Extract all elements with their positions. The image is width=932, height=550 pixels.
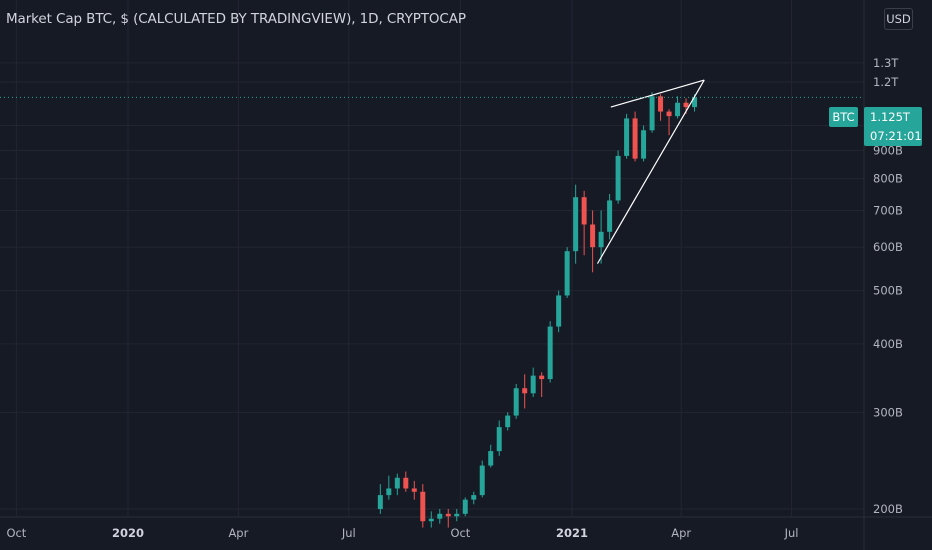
candle-body (530, 375, 536, 394)
x-tick-label: Apr (671, 526, 691, 540)
candle-body (437, 513, 443, 519)
candle-body (471, 495, 477, 500)
candle-body (658, 96, 664, 112)
candle-body (624, 118, 630, 156)
candle-body (649, 96, 655, 131)
bar-countdown: 07:21:01 (870, 129, 922, 143)
candle-body (488, 451, 494, 466)
candle-body (479, 465, 485, 496)
y-tick-label: 600B (873, 240, 903, 254)
candle-body (454, 513, 460, 517)
x-tick-label: 2021 (556, 526, 588, 540)
candle-body (394, 477, 400, 489)
wedge-lower-trendline (596, 79, 705, 264)
candle-body (692, 97, 698, 108)
y-tick-label: 1.2T (873, 75, 899, 89)
x-tick-label: 2020 (112, 526, 144, 540)
candle-body (403, 477, 409, 489)
candle-body (598, 231, 604, 248)
candle-body (632, 118, 638, 159)
last-price-value: 1.125T (870, 110, 910, 124)
y-tick-label: 300B (873, 405, 903, 419)
candle-body (420, 491, 426, 522)
candle-body (564, 251, 570, 296)
candle-body (411, 488, 417, 492)
x-tick-label: Oct (6, 526, 26, 540)
candle-body (539, 375, 545, 380)
x-tick-label: Jul (341, 526, 356, 540)
candle-body (641, 130, 647, 159)
candle-body (581, 197, 587, 225)
x-tick-label: Oct (450, 526, 470, 540)
y-tick-label: 400B (873, 337, 903, 351)
candle-body (573, 197, 579, 252)
symbol-price-label: BTC (829, 107, 858, 127)
candle-body (505, 415, 511, 428)
candle-body (522, 388, 528, 394)
y-tick-label: 700B (873, 203, 903, 217)
x-tick-label: Apr (228, 526, 248, 540)
last-price-tag: 1.125T 07:21:01 (864, 107, 922, 146)
candle-body (462, 499, 468, 514)
candle-body (428, 518, 434, 522)
y-tick-label: 900B (873, 144, 903, 158)
candle-body (607, 200, 613, 232)
y-tick-label: 1.3T (873, 56, 899, 70)
candle-body (615, 155, 621, 201)
candle-body (496, 427, 502, 452)
x-tick-label: Jul (784, 526, 799, 540)
candle-body (445, 513, 451, 517)
chart-title: Market Cap BTC, $ (CALCULATED BY TRADING… (6, 11, 466, 27)
candle-body (683, 102, 689, 108)
wedge-upper-trendline (610, 79, 705, 108)
candle-body (377, 495, 383, 509)
candle-body (513, 388, 519, 416)
currency-button[interactable]: USD (884, 8, 913, 30)
candle-body (590, 224, 596, 248)
candle-body (675, 102, 681, 117)
y-tick-label: 800B (873, 172, 903, 186)
candle-body (556, 295, 562, 327)
y-tick-label: 200B (873, 502, 903, 516)
candle-body (386, 488, 392, 496)
y-tick-label: 500B (873, 284, 903, 298)
candle-body (666, 111, 672, 117)
candle-body (547, 326, 553, 380)
